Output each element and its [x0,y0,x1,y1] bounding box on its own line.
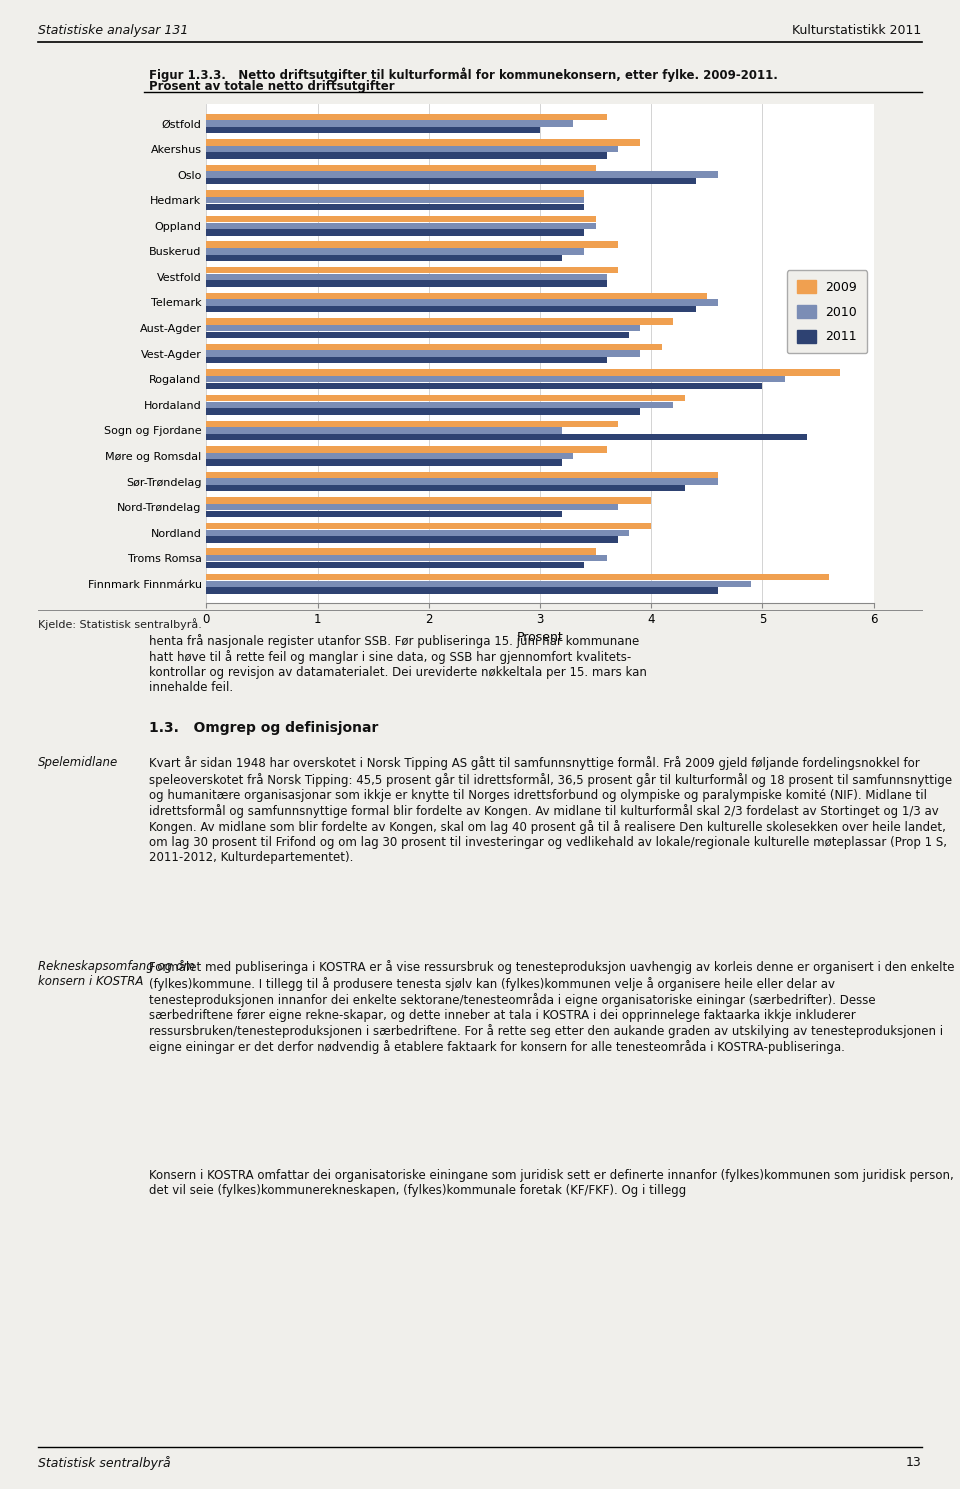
Bar [206,555,607,561]
Bar [206,377,784,383]
Bar [206,113,607,121]
Bar [206,433,806,441]
Bar [206,453,573,459]
Bar [206,344,662,350]
Bar [206,511,563,517]
Text: Konsern i KOSTRA omfattar dei organisatoriske einingane som juridisk sett er def: Konsern i KOSTRA omfattar dei organisato… [149,1169,953,1197]
Bar [206,478,718,485]
Bar [206,587,718,594]
Bar [206,280,607,287]
Bar [206,165,595,171]
Bar [206,319,673,325]
Bar [206,222,595,229]
Bar [206,204,585,210]
Bar [206,536,618,542]
Bar [206,146,618,152]
Bar [206,216,595,222]
Bar [206,575,829,581]
Bar [206,325,640,331]
Text: 1.3.   Omgrep og definisjonar: 1.3. Omgrep og definisjonar [149,721,378,734]
Bar [206,138,640,146]
Bar [206,127,540,133]
Bar [206,299,718,305]
Bar [206,241,618,247]
Bar [206,197,585,204]
Text: Rekneskapsomfang og om
konsern i KOSTRA: Rekneskapsomfang og om konsern i KOSTRA [38,960,195,989]
Text: Formålet med publiseringa i KOSTRA er å vise ressursbruk og tenesteproduksjon ua: Formålet med publiseringa i KOSTRA er å … [149,960,954,1054]
Bar [206,171,718,177]
Bar [206,485,684,491]
Bar [206,530,629,536]
Bar [206,152,607,159]
Text: Spelemidlane: Spelemidlane [38,756,119,770]
Bar [206,121,573,127]
Bar [206,383,762,389]
Text: Kulturstatistikk 2011: Kulturstatistikk 2011 [792,24,922,37]
Bar [206,427,563,433]
Text: Statistiske analysar 131: Statistiske analysar 131 [38,24,189,37]
Bar [206,395,684,402]
Bar [206,350,640,357]
Bar [206,293,707,299]
Bar [206,503,618,511]
Bar [206,460,563,466]
Bar [206,561,585,569]
Bar [206,267,618,274]
Bar [206,402,673,408]
Bar [206,548,595,555]
Bar [206,357,607,363]
Bar [206,249,585,255]
Bar [206,255,563,261]
Bar [206,420,618,427]
Text: Kjelde: Statistisk sentralbyrå.: Kjelde: Statistisk sentralbyrå. [38,618,203,630]
Bar [206,581,752,587]
Text: Figur 1.3.3.   Netto driftsutgifter til kulturformål for kommunekonsern, etter f: Figur 1.3.3. Netto driftsutgifter til ku… [149,67,778,82]
Bar [206,332,629,338]
Text: henta frå nasjonale register utanfor SSB. Før publiseringa 15. juni har kommunan: henta frå nasjonale register utanfor SSB… [149,634,647,694]
Bar [206,369,840,375]
Text: Kvart år sidan 1948 har overskotet i Norsk Tipping AS gått til samfunnsnyttige f: Kvart år sidan 1948 har overskotet i Nor… [149,756,952,864]
X-axis label: Prosent: Prosent [516,631,564,645]
Bar [206,274,607,280]
Text: Prosent av totale netto driftsutgifter: Prosent av totale netto driftsutgifter [149,80,395,94]
Bar [206,523,651,529]
Bar [206,408,640,414]
Text: 13: 13 [906,1456,922,1470]
Bar [206,472,718,478]
Bar [206,179,696,185]
Bar [206,229,585,235]
Bar [206,305,696,313]
Bar [206,191,585,197]
Bar [206,447,607,453]
Legend: 2009, 2010, 2011: 2009, 2010, 2011 [787,270,867,353]
Bar [206,497,651,503]
Text: Statistisk sentralbyrå: Statistisk sentralbyrå [38,1456,171,1470]
